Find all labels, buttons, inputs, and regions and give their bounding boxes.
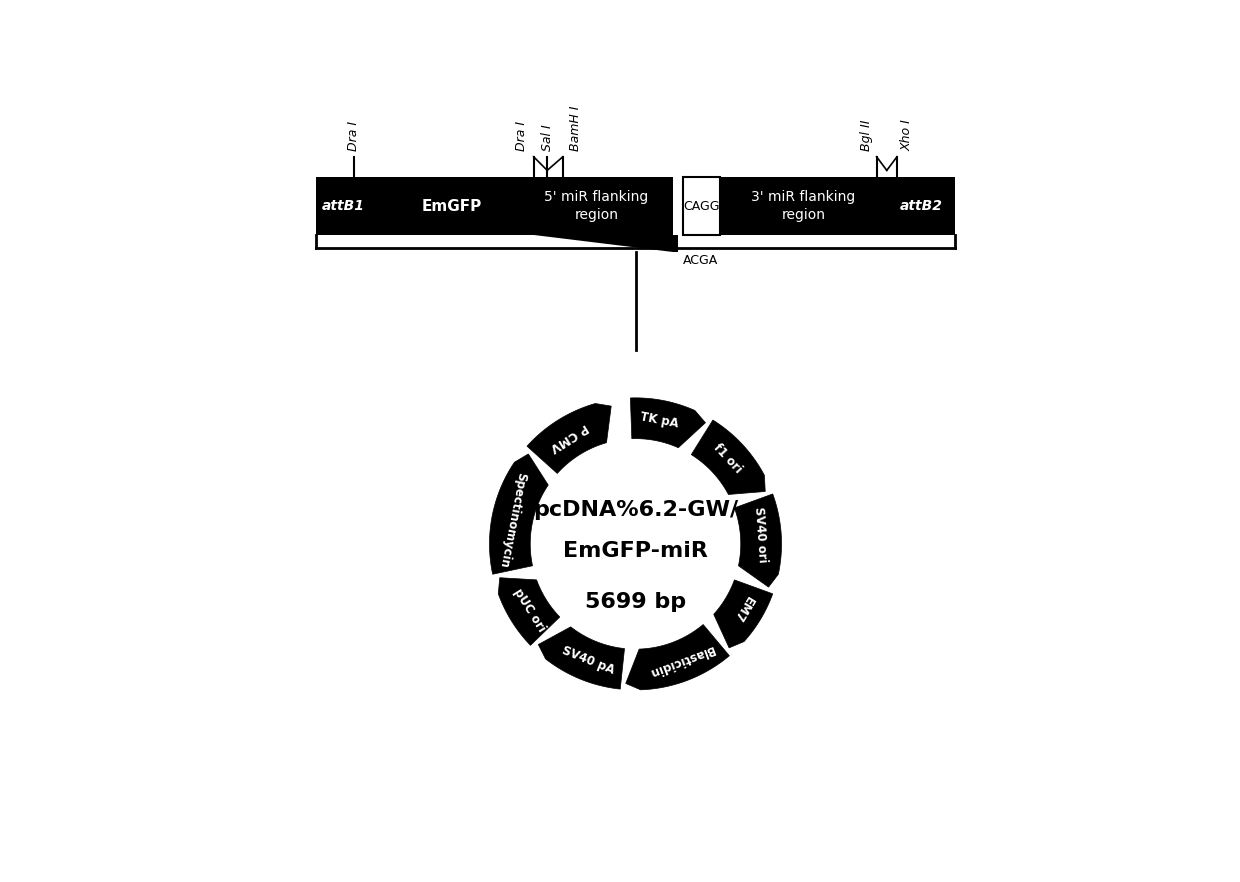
Text: attB2: attB2 [899,199,942,213]
Text: Dra I: Dra I [515,121,528,152]
Circle shape [532,441,739,647]
Text: attB1: attB1 [322,199,365,213]
Text: SV40 pA: SV40 pA [560,644,616,676]
Text: Spectinomycin: Spectinomycin [496,471,528,569]
Text: EmGFP: EmGFP [422,198,482,213]
Text: Dra I: Dra I [347,121,360,152]
Text: 3' miR flanking
region: 3' miR flanking region [751,191,856,221]
Polygon shape [734,494,781,587]
Bar [683,177,720,235]
Polygon shape [626,624,729,690]
Text: Sal I: Sal I [541,124,554,152]
Text: ACGA: ACGA [683,254,718,267]
Polygon shape [533,177,677,252]
Text: pcDNA%6.2-GW/: pcDNA%6.2-GW/ [533,500,738,519]
Text: pUC ori: pUC ori [511,587,547,634]
Text: 5699 bp: 5699 bp [585,592,686,611]
Bar [371,177,533,235]
Bar [887,177,955,235]
Polygon shape [498,578,559,646]
Polygon shape [714,579,773,648]
Text: P CMV: P CMV [548,421,590,454]
Polygon shape [527,404,611,474]
Polygon shape [691,420,765,495]
Polygon shape [533,177,673,252]
Polygon shape [538,627,625,689]
Text: CAGG: CAGG [683,199,720,213]
Text: SV40 ori: SV40 ori [753,507,769,564]
Text: 5' miR flanking
region: 5' miR flanking region [544,191,649,221]
Text: BamH I: BamH I [569,106,582,152]
Text: Blasticidin: Blasticidin [646,643,715,680]
Text: Xho I: Xho I [900,119,914,152]
Text: Bgl II: Bgl II [859,120,873,152]
Text: EM7: EM7 [730,594,756,624]
Bar [316,177,371,235]
Text: EmGFP-miR: EmGFP-miR [563,541,708,561]
Text: TK pA: TK pA [639,410,680,430]
Bar [720,177,887,235]
Polygon shape [630,398,706,448]
Text: f1 ori: f1 ori [711,441,744,475]
Polygon shape [490,454,548,574]
